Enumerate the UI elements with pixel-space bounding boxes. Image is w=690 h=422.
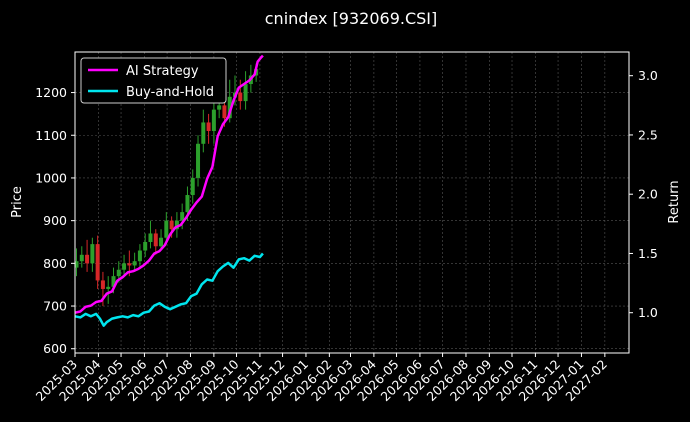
candle-body	[185, 195, 190, 213]
candle-body	[137, 250, 142, 262]
y-axis-left: 600 700 800 900 1000 1100 1200	[35, 85, 75, 356]
candle-body	[106, 286, 111, 289]
candle-body	[153, 233, 158, 247]
candlesticks	[74, 63, 259, 307]
candle-body	[222, 105, 227, 119]
x-axis: 2025-032025-042025-052025-062025-072025-…	[33, 353, 610, 404]
series-line-buy-and-hold	[74, 252, 264, 327]
y-axis-label: Price	[10, 186, 25, 218]
candle-body	[148, 233, 153, 242]
candle-body	[127, 263, 132, 266]
y2-axis-label: Return	[667, 180, 682, 223]
y-tick-label: 600	[43, 341, 67, 356]
candle-body	[159, 237, 164, 247]
y2-tick-label: 3.0	[638, 68, 658, 83]
plot-frame	[74, 51, 630, 354]
candle-body	[217, 105, 222, 110]
series-lines	[74, 54, 264, 327]
y-axis-right: 1.0 1.5 2.0 2.5 3.0	[629, 68, 658, 320]
candle-body	[95, 244, 100, 281]
candle-body	[169, 220, 174, 230]
y-tick-label: 900	[43, 213, 67, 228]
candle-body	[227, 96, 232, 119]
y2-tick-label: 1.0	[638, 305, 658, 320]
candle-body	[164, 220, 169, 238]
candle-body	[174, 220, 179, 230]
y-tick-label: 1200	[35, 85, 67, 100]
candle-body	[100, 280, 105, 289]
candle-body	[79, 254, 84, 262]
candle-body	[74, 261, 79, 268]
legend-label-buy-and-hold: Buy-and-Hold	[126, 85, 214, 100]
legend: AI Strategy Buy-and-Hold	[80, 57, 227, 104]
candle-body	[190, 177, 195, 196]
candle-body	[85, 254, 90, 264]
candle-body	[180, 212, 185, 221]
candle-body	[211, 109, 216, 131]
y2-tick-label: 2.5	[638, 127, 658, 142]
y-tick-label: 1100	[35, 128, 67, 143]
candle-body	[116, 269, 121, 277]
candle-body	[122, 263, 127, 270]
candle-body	[132, 261, 137, 266]
candle-body	[143, 241, 148, 251]
chart-title: cnindex [932069.CSI]	[265, 9, 438, 28]
y-tick-label: 800	[43, 256, 67, 271]
candle-body	[201, 122, 206, 144]
y2-tick-label: 2.0	[638, 187, 658, 202]
candle-body	[243, 84, 248, 102]
candle-body	[111, 276, 116, 287]
candle-body	[196, 143, 201, 178]
series-line-ai-strategy	[74, 54, 264, 314]
y-tick-label: 700	[43, 299, 67, 314]
candle-body	[90, 244, 95, 264]
candle-body	[238, 92, 243, 102]
y-tick-label: 1000	[35, 170, 67, 185]
y2-tick-label: 1.5	[638, 246, 658, 261]
candle-body	[206, 122, 211, 131]
legend-label-ai-strategy: AI Strategy	[126, 64, 199, 79]
